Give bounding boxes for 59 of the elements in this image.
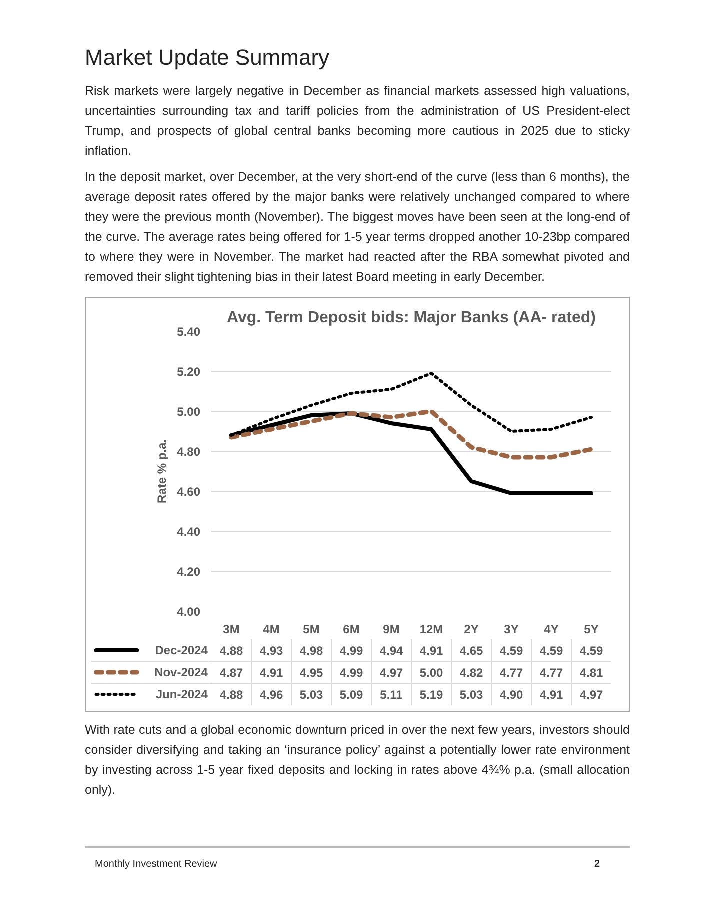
- data-label: 4.65: [460, 644, 484, 658]
- x-tick-label: 2Y: [464, 622, 479, 637]
- x-tick-label: 6M: [343, 622, 360, 637]
- data-label: 5.11: [380, 688, 404, 702]
- legend-label: Nov-2024: [154, 666, 208, 680]
- x-tick-label: 4Y: [544, 622, 559, 637]
- legend-label: Jun-2024: [156, 688, 208, 702]
- data-label: 5.09: [340, 688, 364, 702]
- data-label: 4.82: [460, 666, 484, 680]
- data-label: 5.03: [460, 688, 484, 702]
- data-label: 4.59: [540, 644, 564, 658]
- x-tick-label: 3Y: [504, 622, 519, 637]
- data-label: 4.87: [220, 666, 244, 680]
- data-label: 4.97: [380, 666, 404, 680]
- x-tick-label: 5M: [303, 622, 320, 637]
- data-label: 4.99: [340, 644, 364, 658]
- data-label: 4.90: [500, 688, 524, 702]
- text: Risk markets were largely negative in December as financial markets assessed high valuations, uncertainties surrounding tax and tariff policies from the administration of US President-elect Trump, and prospects of global central banks becoming more cautious in 2025 due to sticky inflation.: [85, 83, 630, 160]
- data-label: 4.93: [260, 644, 284, 658]
- y-tick-label: 5.40: [177, 325, 201, 340]
- data-label: 4.81: [580, 666, 604, 680]
- data-label: 4.77: [500, 666, 524, 680]
- data-label: 4.77: [540, 666, 564, 680]
- y-tick-label: 4.80: [177, 445, 201, 460]
- y-axis-title: Rate % p.a.: [155, 440, 170, 504]
- y-tick-label: 4.40: [177, 525, 201, 540]
- x-tick-label: 12M: [420, 622, 444, 637]
- legend-label: Dec-2024: [155, 644, 208, 658]
- data-label: 4.88: [220, 644, 244, 658]
- data-label: 5.19: [420, 688, 444, 702]
- data-label: 4.88: [220, 688, 244, 702]
- data-label: 4.94: [380, 644, 404, 658]
- data-label: 4.91: [260, 666, 284, 680]
- x-tick-label: 3M: [223, 622, 240, 637]
- x-tick-label: 5Y: [584, 622, 599, 637]
- data-label: 4.91: [540, 688, 564, 702]
- text: With rate cuts and a global economic downturn priced in over the next few years, investors should consider diversifying and taking an ‘insurance policy’ against a potentially lower rate environment by investing across 1-5 year fixed deposits and locking in rates above 4¾% p.a. (small allocation only).: [85, 722, 630, 800]
- text: In the deposit market, over December, at the very short-end of the curve (less than 6 months), the average deposit rates offered by the major banks were relatively unchanged compared to where they were the previous month (November). The biggest moves have been seen at the long-end of the curve. The average rates being offered for 1-5 year terms dropped another 10-23bp compared to where they were in November. The market had reacted after the RBA somewhat pivoted and removed their slight tightening bias in their latest Board meeting in early December.: [85, 169, 630, 286]
- text: 2: [594, 858, 600, 872]
- data-label: 4.91: [420, 644, 444, 658]
- data-label: 4.98: [300, 644, 324, 658]
- data-label: 4.59: [500, 644, 524, 658]
- data-label: 5.03: [300, 688, 324, 702]
- chart-title: Avg. Term Deposit bids: Major Banks (AA- rated): [227, 310, 596, 327]
- data-label: 4.95: [300, 666, 324, 680]
- y-tick-label: 4.20: [177, 565, 201, 580]
- data-label: 4.59: [580, 644, 604, 658]
- text: Market Update Summary: [85, 44, 330, 72]
- data-label: 4.96: [260, 688, 284, 702]
- y-tick-label: 5.20: [177, 365, 201, 380]
- x-tick-label: 4M: [263, 622, 280, 637]
- data-label: 5.00: [420, 666, 444, 680]
- y-tick-label: 5.00: [177, 405, 201, 420]
- data-label: 4.99: [340, 666, 364, 680]
- y-tick-label: 4.60: [177, 485, 201, 500]
- x-tick-label: 9M: [383, 622, 400, 637]
- y-tick-label: 4.00: [177, 605, 201, 620]
- data-label: 4.97: [580, 688, 604, 702]
- text: Monthly Investment Review: [95, 858, 218, 872]
